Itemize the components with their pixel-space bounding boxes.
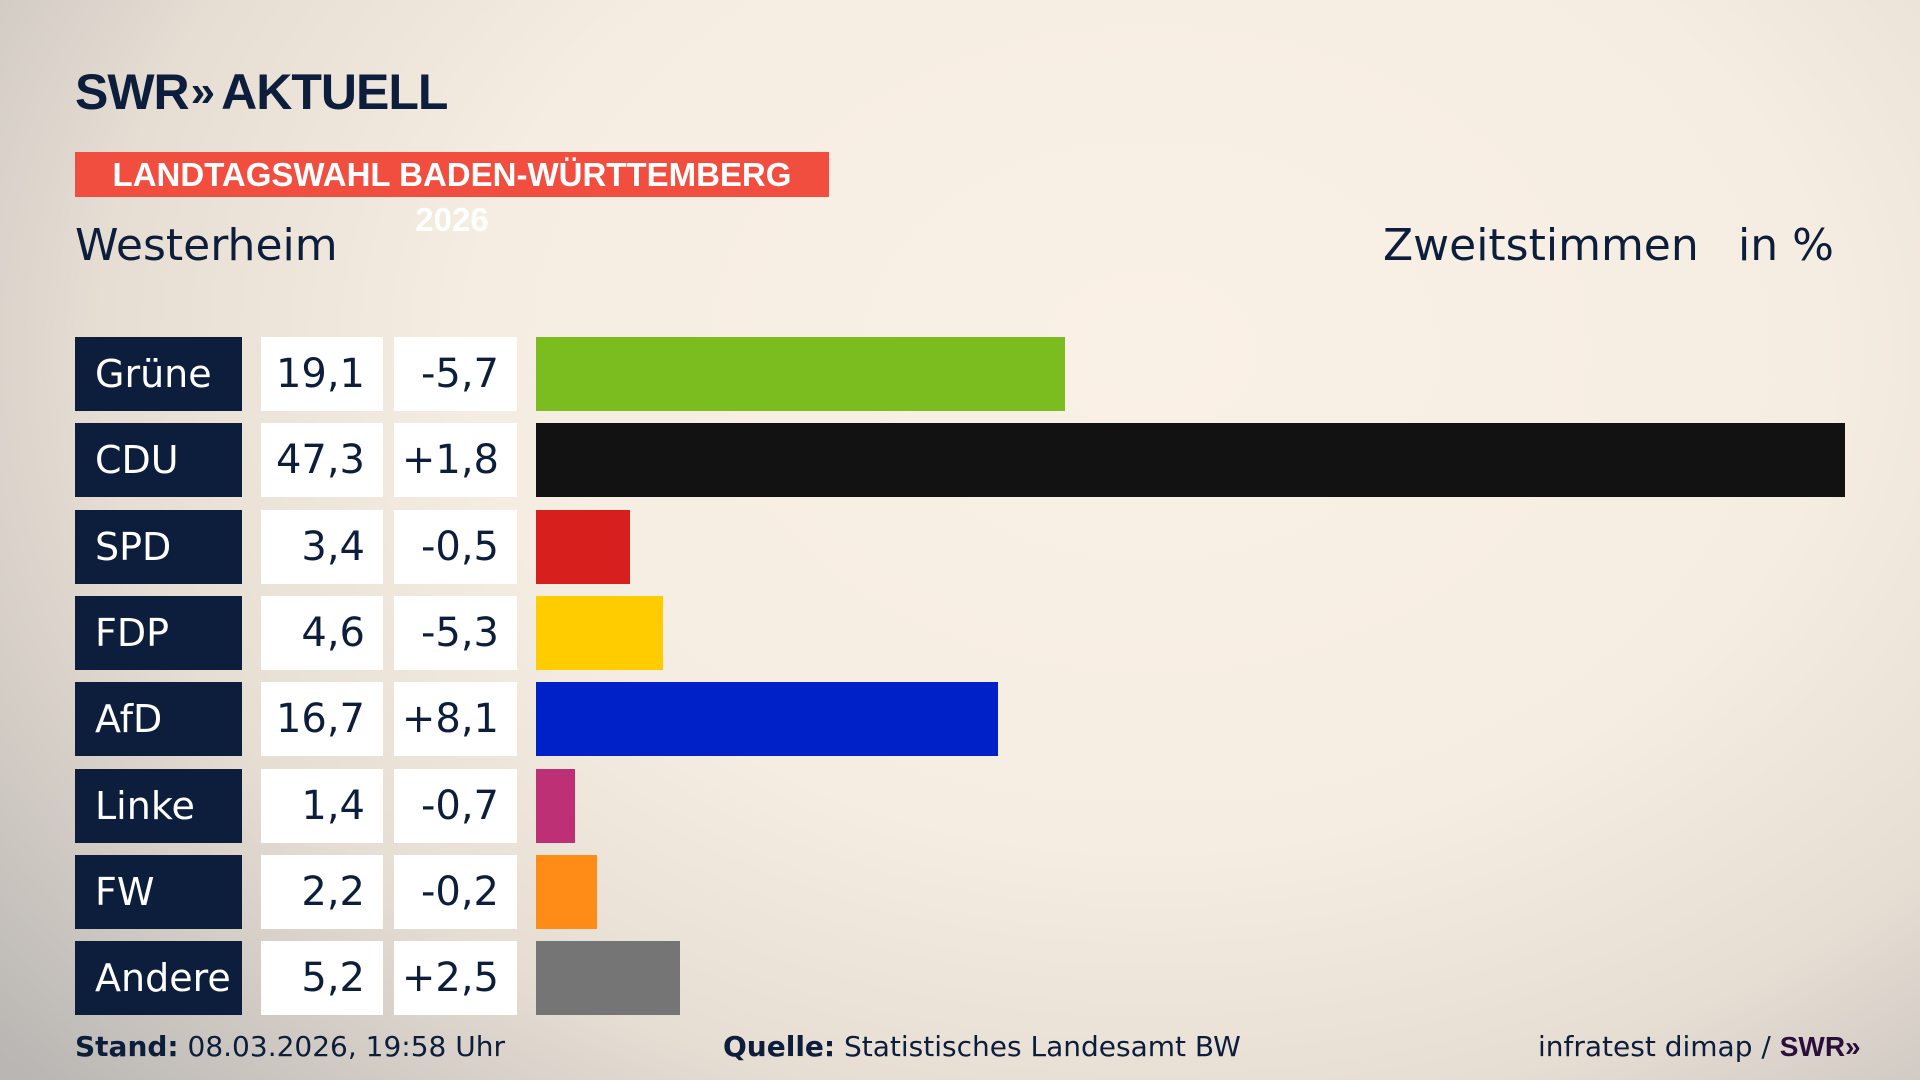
stand-value: 08.03.2026, 19:58 Uhr <box>187 1030 505 1063</box>
party-name: SPD <box>75 509 242 584</box>
vote-type-label: Zweitstimmen <box>1383 220 1699 271</box>
party-bar <box>536 595 664 670</box>
source-value: Statistisches Landesamt BW <box>844 1030 1241 1063</box>
party-value: 4,6 <box>261 595 383 670</box>
party-value: 47,3 <box>261 423 383 498</box>
unit-label: in % <box>1738 220 1834 271</box>
party-name: FW <box>75 854 242 929</box>
party-bar <box>536 941 680 1016</box>
swr-aktuell-logo: SWR » AKTUELL <box>75 64 448 120</box>
party-bar <box>536 768 575 843</box>
party-diff: -0,2 <box>394 854 517 929</box>
party-value: 1,4 <box>261 768 383 843</box>
party-bar <box>536 854 597 929</box>
party-value: 5,2 <box>261 941 383 1016</box>
swr-small-logo: SWR» <box>1779 1031 1861 1062</box>
party-name: CDU <box>75 423 242 498</box>
place-title: Westerheim <box>75 220 338 271</box>
party-diff: +1,8 <box>394 423 517 498</box>
party-bar <box>536 337 1065 411</box>
party-value: 16,7 <box>261 682 383 757</box>
party-value: 3,4 <box>261 509 383 584</box>
credit-text: infratest dimap / SWR» <box>1538 1030 1861 1063</box>
party-diff: -0,7 <box>394 768 517 843</box>
party-bar <box>536 682 999 757</box>
party-name: FDP <box>75 595 242 670</box>
logo-product: AKTUELL <box>221 64 448 120</box>
party-name: AfD <box>75 682 242 757</box>
party-name: Andere <box>75 941 242 1016</box>
party-diff: +8,1 <box>394 682 517 757</box>
party-name: Grüne <box>75 337 242 411</box>
party-diff: +2,5 <box>394 941 517 1016</box>
party-diff: -5,7 <box>394 337 517 411</box>
party-name: Linke <box>75 768 242 843</box>
party-diff: -0,5 <box>394 509 517 584</box>
stand-text: Stand: 08.03.2026, 19:58 Uhr <box>75 1030 505 1063</box>
source-text: Quelle: Statistisches Landesamt BW <box>723 1030 1241 1063</box>
party-value: 19,1 <box>261 337 383 411</box>
source-label: Quelle: <box>723 1030 836 1063</box>
election-banner: LANDTAGSWAHL BADEN-WÜRTTEMBERG 2026 <box>75 152 829 238</box>
logo-brand: SWR <box>75 64 190 120</box>
party-value: 2,2 <box>261 854 383 929</box>
party-bar <box>536 423 1845 498</box>
party-bar <box>536 509 631 584</box>
party-diff: -5,3 <box>394 595 517 670</box>
chevron-icon: » <box>190 67 216 116</box>
stand-label: Stand: <box>75 1030 179 1063</box>
credit-label: infratest dimap / <box>1538 1030 1771 1063</box>
